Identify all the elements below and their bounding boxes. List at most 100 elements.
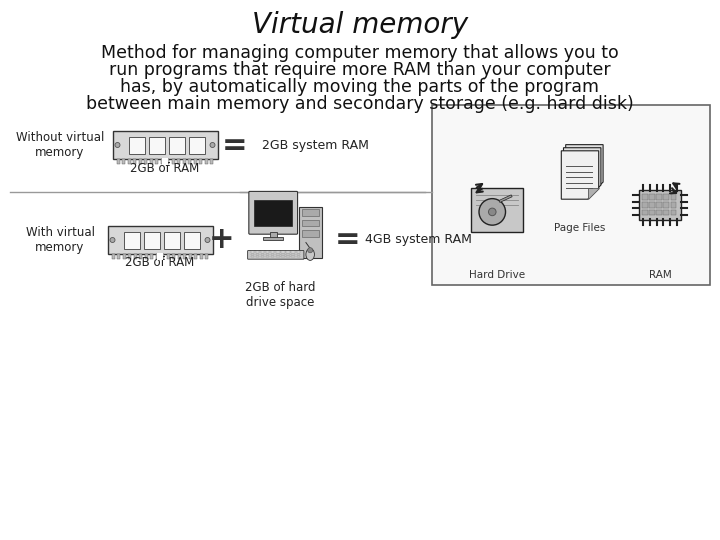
Bar <box>663 210 669 215</box>
Bar <box>161 159 163 164</box>
Bar <box>256 252 259 253</box>
Bar <box>127 159 131 164</box>
Bar <box>649 210 655 215</box>
Bar <box>194 159 197 164</box>
Bar <box>183 159 186 164</box>
Bar <box>199 159 202 164</box>
Bar <box>150 159 153 164</box>
Bar <box>292 256 295 257</box>
FancyBboxPatch shape <box>639 190 681 220</box>
Bar <box>129 137 145 153</box>
Bar <box>210 159 213 164</box>
Polygon shape <box>564 148 601 196</box>
Bar <box>205 254 208 259</box>
Bar <box>302 220 319 226</box>
Bar <box>166 159 169 164</box>
Bar <box>276 254 279 255</box>
Bar <box>134 254 137 259</box>
Bar <box>261 256 264 257</box>
Bar <box>117 254 120 259</box>
Bar <box>670 194 676 200</box>
Circle shape <box>307 248 312 253</box>
Polygon shape <box>562 151 599 199</box>
Bar <box>270 232 276 238</box>
Ellipse shape <box>306 248 315 260</box>
Text: Hard Drive: Hard Drive <box>469 270 525 280</box>
Bar <box>122 159 125 164</box>
Bar <box>649 194 655 200</box>
Bar <box>292 254 295 255</box>
Text: +: + <box>210 226 235 254</box>
Polygon shape <box>566 145 603 193</box>
Text: =: = <box>222 131 248 159</box>
Bar <box>287 256 289 257</box>
Bar <box>287 254 289 255</box>
Bar <box>266 254 269 255</box>
Bar <box>297 252 300 253</box>
Bar <box>162 158 168 165</box>
Text: RAM: RAM <box>649 270 671 280</box>
Bar <box>133 159 136 164</box>
Bar <box>157 253 163 260</box>
Bar <box>670 202 676 208</box>
Bar <box>297 256 300 257</box>
Bar <box>251 252 254 253</box>
Bar <box>256 254 259 255</box>
Bar <box>670 210 676 215</box>
Bar <box>169 137 185 153</box>
Bar <box>172 159 175 164</box>
Bar <box>167 254 170 259</box>
Bar <box>302 210 319 216</box>
Bar <box>282 254 284 255</box>
Bar <box>649 202 655 208</box>
Bar <box>271 256 274 257</box>
Bar <box>149 137 165 153</box>
Bar <box>292 252 295 253</box>
Bar <box>287 252 289 253</box>
Bar <box>112 131 217 159</box>
Bar <box>144 232 160 248</box>
Text: =: = <box>336 226 361 254</box>
FancyBboxPatch shape <box>299 207 322 258</box>
Text: 4GB system RAM: 4GB system RAM <box>365 233 472 246</box>
Bar <box>145 254 148 259</box>
Bar <box>164 232 180 248</box>
Bar <box>657 202 662 208</box>
Bar <box>261 252 264 253</box>
Text: Page Files: Page Files <box>554 223 606 233</box>
Bar <box>189 254 192 259</box>
Bar <box>184 254 186 259</box>
Circle shape <box>115 143 120 147</box>
Bar <box>657 210 662 215</box>
Bar <box>276 252 279 253</box>
Bar <box>251 254 254 255</box>
Bar <box>139 159 142 164</box>
Bar <box>122 254 126 259</box>
Bar <box>150 254 153 259</box>
Bar <box>144 159 148 164</box>
Text: 2GB system RAM: 2GB system RAM <box>262 138 369 152</box>
Bar <box>282 256 284 257</box>
FancyBboxPatch shape <box>249 191 297 234</box>
Bar <box>128 254 131 259</box>
Bar <box>172 254 175 259</box>
Text: Virtual memory: Virtual memory <box>252 11 468 39</box>
Bar <box>178 254 181 259</box>
Bar <box>188 159 192 164</box>
Bar <box>139 254 143 259</box>
Bar <box>642 194 648 200</box>
Bar <box>204 159 208 164</box>
Bar <box>642 210 648 215</box>
Text: Without virtual
memory: Without virtual memory <box>16 131 104 159</box>
Bar <box>657 194 662 200</box>
Bar <box>282 252 284 253</box>
Text: between main memory and secondary storage (e.g. hard disk): between main memory and secondary storag… <box>86 95 634 113</box>
Bar <box>117 159 120 164</box>
Text: With virtual
memory: With virtual memory <box>25 226 94 254</box>
Circle shape <box>479 199 505 225</box>
Circle shape <box>205 238 210 242</box>
Polygon shape <box>588 188 599 199</box>
Bar <box>177 159 180 164</box>
Bar <box>156 159 158 164</box>
FancyBboxPatch shape <box>248 251 304 259</box>
